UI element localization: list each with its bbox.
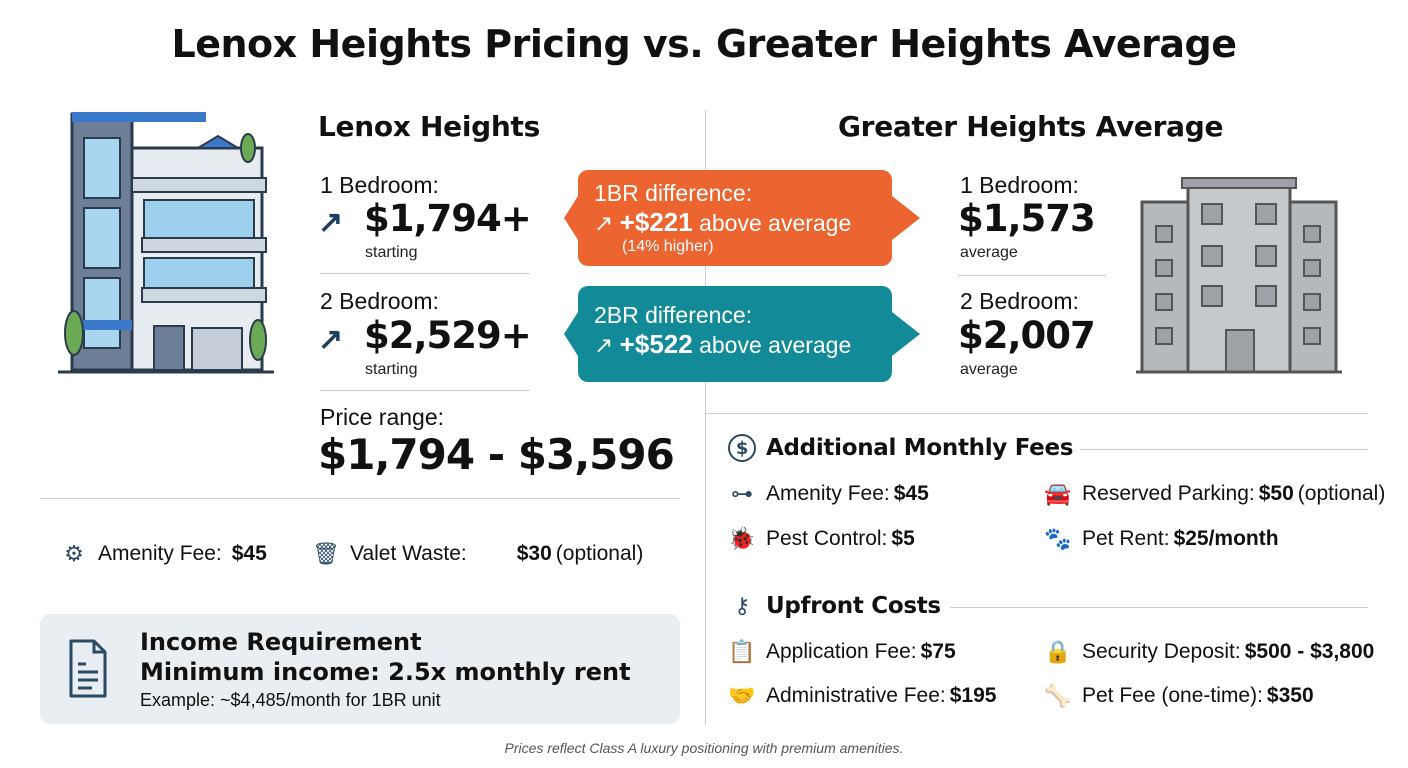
callout-2br-difference: 2BR difference: ↗ +$522 above average (578, 286, 892, 382)
fee-value: $50 (1258, 482, 1294, 505)
lenox-1br-note: starting (365, 244, 418, 261)
upfront-cost-item: 🤝 Administrative Fee: $195 (728, 682, 996, 710)
lenox-2br-label: 2 Bedroom: (320, 288, 439, 314)
upfront-costs-heading: ⚷ Upfront Costs (728, 592, 941, 620)
gym-icon: ⚙ (64, 541, 84, 566)
fee-label: Application Fee: (766, 640, 917, 663)
upfront-cost-item: 📋 Application Fee: $75 (728, 638, 956, 666)
fee-value: $5 (891, 527, 915, 550)
income-rule: Minimum income: 2.5x monthly rent (140, 658, 631, 686)
arrow-up-right-icon: ↗ (594, 210, 620, 236)
callout-suffix: above average (699, 210, 852, 236)
fee-note: (optional) (1297, 482, 1386, 505)
callout-label: 2BR difference: (594, 302, 753, 328)
lock-icon: 🔒 (1044, 639, 1072, 664)
upfront-cost-item: 🔒 Security Deposit: $500 - $3,800 (1044, 638, 1374, 666)
avg-1br-note: average (960, 244, 1018, 261)
fee-label: Pet Rent: (1082, 527, 1170, 550)
document-icon (69, 639, 107, 698)
lenox-amenity-fee: ⚙ Amenity Fee: $45 (60, 540, 267, 568)
avg-1br-label: 1 Bedroom: (960, 172, 1079, 198)
page-title: Lenox Heights Pricing vs. Greater Height… (171, 22, 1237, 66)
fee-label: Pet Fee (one-time): (1082, 684, 1263, 707)
lenox-1br-price: $1,794+ (364, 197, 532, 240)
avg-1br-price: $1,573 (958, 197, 1096, 240)
callout-1br-difference: 1BR difference: ↗ +$221 above average (1… (578, 170, 892, 266)
trash-icon: 🗑 (312, 541, 340, 566)
callout-amount: +$522 (619, 329, 693, 359)
fee-note: (optional) (555, 542, 644, 565)
avg-2br-label: 2 Bedroom: (960, 288, 1079, 314)
callout-suffix: above average (699, 332, 852, 358)
price-range-value: $1,794 - $3,596 (318, 430, 675, 479)
paw-icon: 🐾 (1044, 526, 1072, 551)
income-example: Example: ~$4,485/month for 1BR unit (140, 690, 441, 710)
callout-note: (14% higher) (622, 238, 714, 255)
income-title: Income Requirement (140, 628, 422, 656)
fee-label: Amenity Fee: (766, 482, 890, 505)
price-range-label: Price range: (320, 404, 445, 430)
lenox-valet-waste: 🗑 Valet Waste: $30 (optional) (312, 540, 643, 568)
callout-label: 1BR difference: (594, 180, 753, 206)
callout-amount: +$221 (619, 207, 693, 237)
avg-2br-note: average (960, 361, 1018, 378)
clipboard-icon: 📋 (728, 639, 756, 664)
monthly-fee-item: 🚘 Reserved Parking: $50 (optional) (1044, 480, 1385, 508)
section-title: Additional Monthly Fees (766, 435, 1074, 461)
lenox-1br-label: 1 Bedroom: (320, 172, 439, 198)
average-heading: Greater Heights Average (838, 110, 1224, 143)
monthly-fee-item: ⊶ Amenity Fee: $45 (728, 480, 929, 508)
monthly-fee-item: 🐾 Pet Rent: $25/month (1044, 525, 1279, 553)
arrow-up-right-icon: ↗ (318, 206, 344, 239)
arrow-up-right-icon: ↗ (318, 323, 344, 356)
fee-value: $30 (516, 542, 552, 565)
bug-icon: 🐞 (728, 526, 756, 551)
fee-label: Reserved Parking: (1082, 482, 1255, 505)
fee-value: $195 (949, 684, 997, 707)
key-icon: ⚷ (734, 593, 750, 619)
arrow-up-right-icon: ↗ (594, 332, 620, 358)
handshake-icon: 🤝 (728, 683, 756, 708)
fee-label: Valet Waste: (350, 542, 467, 565)
avg-2br-price: $2,007 (958, 314, 1096, 357)
monthly-fee-item: 🐞 Pest Control: $5 (728, 525, 915, 553)
bone-icon: 🦴 (1044, 683, 1072, 708)
lenox-heading: Lenox Heights (318, 110, 540, 143)
upfront-cost-item: 🦴 Pet Fee (one-time): $350 (1044, 682, 1314, 710)
lenox-2br-price: $2,529+ (364, 314, 532, 357)
income-requirement-box: Income Requirement Minimum income: 2.5x … (40, 614, 680, 724)
fee-value: $500 - $3,800 (1244, 640, 1375, 663)
fee-label: Amenity Fee: (98, 542, 222, 565)
modern-building-icon (58, 112, 274, 374)
dumbbell-icon: ⊶ (731, 481, 753, 506)
dollar-icon: $ (728, 434, 756, 462)
section-title: Upfront Costs (766, 593, 941, 619)
footer-note: Prices reflect Class A luxury positionin… (504, 740, 904, 756)
lenox-2br-note: starting (365, 361, 418, 378)
car-icon: 🚘 (1044, 481, 1072, 506)
fee-value: $45 (231, 542, 267, 565)
fee-label: Security Deposit: (1082, 640, 1241, 663)
fee-value: $25/month (1173, 527, 1279, 550)
fee-label: Pest Control: (766, 527, 888, 550)
fee-label: Administrative Fee: (766, 684, 946, 707)
fee-value: $350 (1266, 684, 1314, 707)
monthly-fees-heading: $ Additional Monthly Fees (728, 434, 1073, 462)
fee-value: $75 (920, 640, 956, 663)
generic-building-icon (1136, 177, 1342, 374)
fee-value: $45 (893, 482, 929, 505)
